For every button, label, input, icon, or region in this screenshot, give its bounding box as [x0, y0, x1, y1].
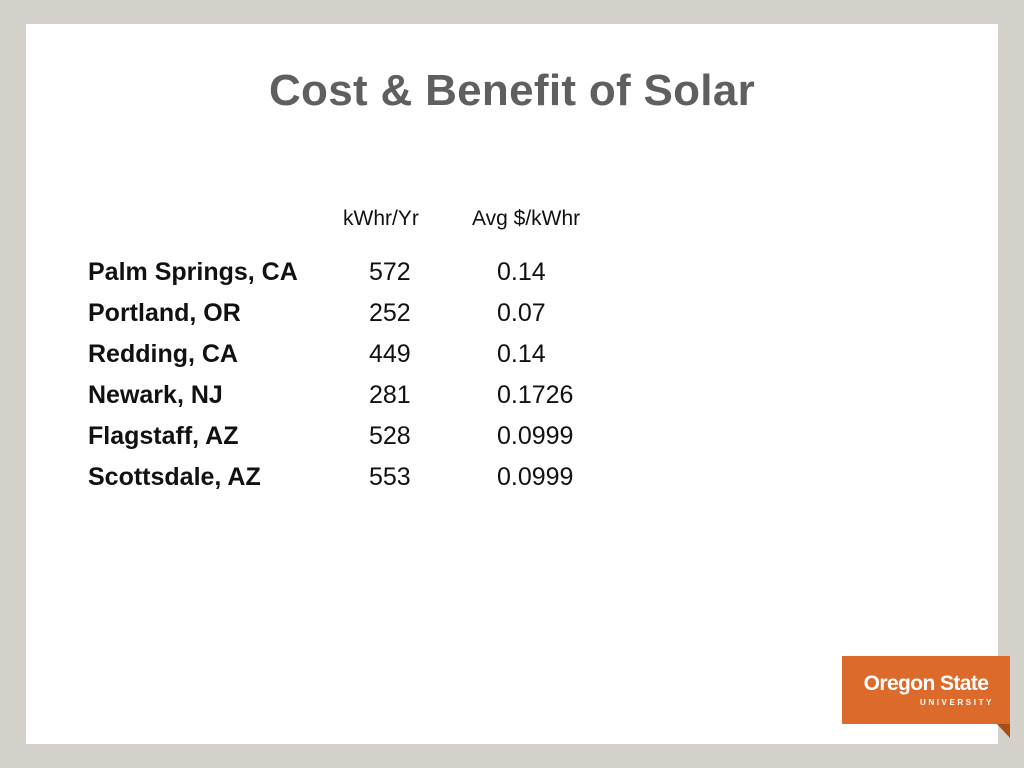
kwh-value: 281: [369, 381, 411, 409]
avg-cost-value: 0.0999: [497, 422, 574, 450]
kwh-value: 553: [369, 463, 411, 491]
logo-wordmark: Oregon State: [863, 672, 989, 695]
table-row: Portland, OR 252 0.07: [0, 299, 1024, 339]
kwh-value: 449: [369, 340, 411, 368]
city-name: Newark, NJ: [88, 381, 223, 409]
table-row: Newark, NJ 281 0.1726: [0, 381, 1024, 421]
city-name: Redding, CA: [88, 340, 238, 368]
kwh-value: 252: [369, 299, 411, 327]
table-row: Redding, CA 449 0.14: [0, 340, 1024, 380]
kwh-value: 528: [369, 422, 411, 450]
avg-cost-value: 0.14: [497, 340, 546, 368]
table-row: Flagstaff, AZ 528 0.0999: [0, 422, 1024, 462]
oregon-state-university-logo: Oregon State UNIVERSITY: [842, 656, 1010, 738]
column-header-kwh-per-year: kWhr/Yr: [343, 207, 419, 230]
slide-canvas: [26, 24, 998, 744]
slide-title: Cost & Benefit of Solar: [268, 66, 756, 115]
logo-plate: [842, 656, 1010, 724]
avg-cost-value: 0.1726: [497, 381, 574, 409]
city-name: Flagstaff, AZ: [88, 422, 239, 450]
city-name: Portland, OR: [88, 299, 241, 327]
avg-cost-value: 0.0999: [497, 463, 574, 491]
logo-fold: [997, 724, 1010, 738]
avg-cost-value: 0.14: [497, 258, 546, 286]
city-name: Palm Springs, CA: [88, 258, 298, 286]
table-row: Scottsdale, AZ 553 0.0999: [0, 463, 1024, 503]
logo-subtitle: UNIVERSITY: [919, 698, 994, 707]
table-row: Palm Springs, CA 572 0.14: [0, 258, 1024, 298]
column-header-avg-cost: Avg $/kWhr: [472, 207, 581, 230]
kwh-value: 572: [369, 258, 411, 286]
city-name: Scottsdale, AZ: [88, 463, 261, 491]
avg-cost-value: 0.07: [497, 299, 546, 327]
